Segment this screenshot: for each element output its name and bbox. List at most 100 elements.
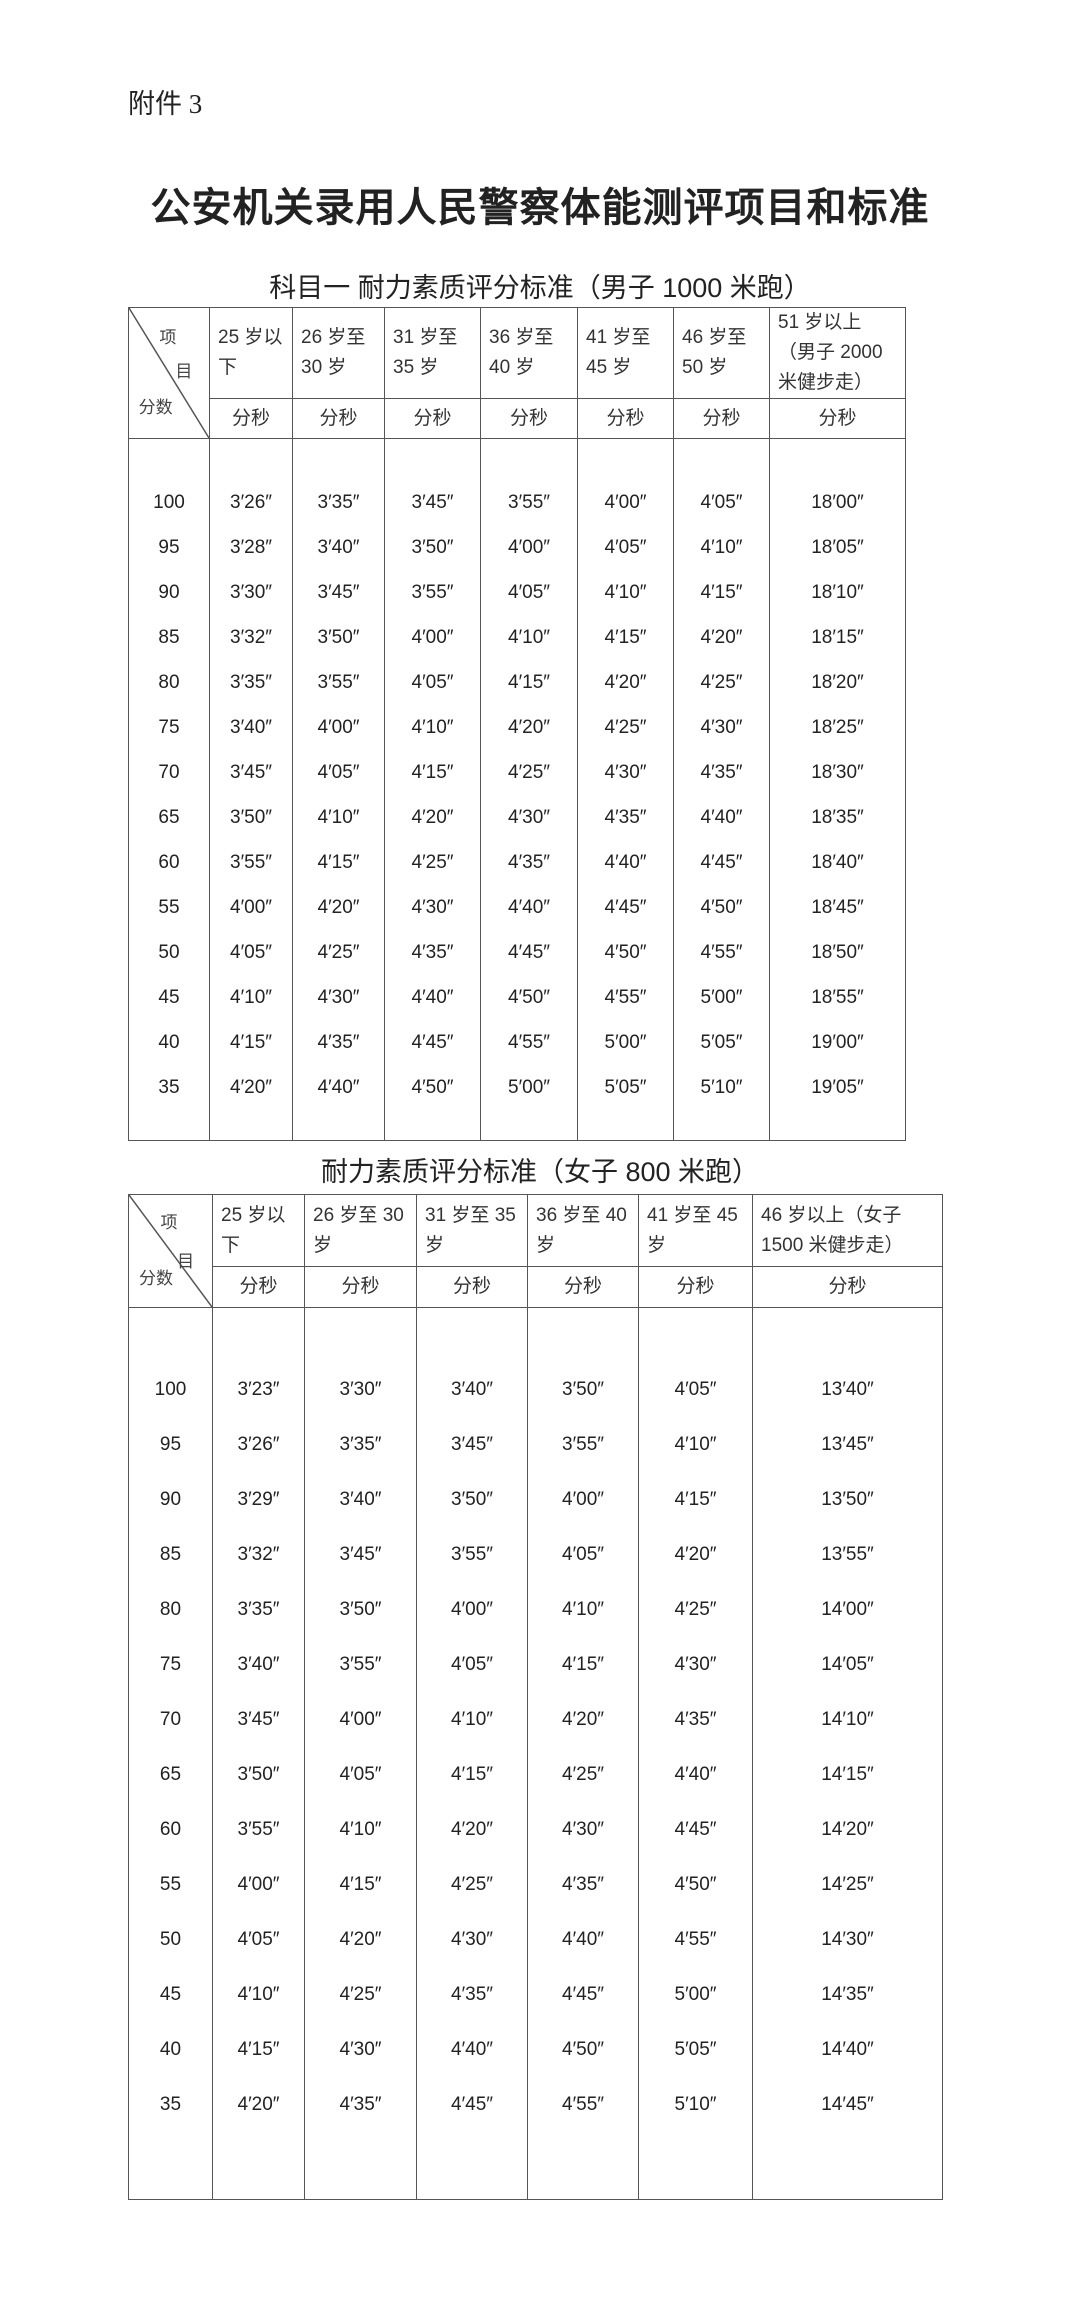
- time-cell: 3′30″: [209, 570, 293, 616]
- time-cell: 4′10″: [673, 525, 770, 571]
- time-cell: 4′25″: [638, 1582, 753, 1638]
- time-cell: 4′30″: [480, 795, 578, 841]
- score-cell: 95: [128, 1417, 213, 1473]
- time-cell: 4′20″: [416, 1802, 528, 1858]
- time-cell: 14′00″: [752, 1582, 943, 1638]
- table-title-male: 科目一 耐力素质评分标准（男子 1000 米跑）: [269, 273, 811, 303]
- time-cell: 5′10″: [638, 2077, 753, 2133]
- attachment-label: 附件 3: [128, 89, 203, 119]
- unit-header: 分秒: [304, 1266, 417, 1308]
- time-cell: 4′45″: [416, 2077, 528, 2133]
- spacer-cell: [304, 1307, 417, 1363]
- time-cell: 3′45″: [384, 480, 481, 526]
- score-cell: 75: [128, 705, 210, 751]
- time-cell: 4′05″: [638, 1362, 753, 1418]
- time-cell: 3′26″: [212, 1417, 305, 1473]
- time-cell: 4′10″: [416, 1692, 528, 1748]
- score-cell: 50: [128, 930, 210, 976]
- score-cell: 95: [128, 525, 210, 571]
- time-cell: 3′29″: [212, 1472, 305, 1528]
- time-cell: 4′00″: [480, 525, 578, 571]
- time-cell: 4′05″: [577, 525, 674, 571]
- time-cell: 4′30″: [673, 705, 770, 751]
- time-cell: 4′10″: [638, 1417, 753, 1473]
- time-cell: 4′30″: [527, 1802, 639, 1858]
- time-cell: 4′40″: [673, 795, 770, 841]
- time-cell: 3′40″: [212, 1637, 305, 1693]
- table-row: 100 3′23″ 3′30″ 3′40″ 3′50″ 4′05″ 13′40″: [128, 1362, 943, 1418]
- time-cell: 4′45″: [384, 1020, 481, 1066]
- spacer-cell: [638, 2132, 753, 2200]
- time-cell: 4′55″: [673, 930, 770, 976]
- time-cell: 3′55″: [209, 840, 293, 886]
- time-cell: 4′35″: [480, 840, 578, 886]
- score-cell: 65: [128, 795, 210, 841]
- time-cell: 14′45″: [752, 2077, 943, 2133]
- time-cell: 4′40″: [292, 1065, 385, 1111]
- time-cell: 4′00″: [527, 1472, 639, 1528]
- time-cell: 4′40″: [416, 2022, 528, 2078]
- column-header: 25 岁以下: [209, 307, 293, 399]
- table-title-female: 耐力素质评分标准（女子 800 米跑）: [320, 1157, 760, 1187]
- time-cell: 4′15″: [304, 1857, 417, 1913]
- score-cell: 85: [128, 615, 210, 661]
- time-cell: 13′55″: [752, 1527, 943, 1583]
- spacer-cell: [527, 1307, 639, 1363]
- time-cell: 14′35″: [752, 1967, 943, 2023]
- spacer-cell: [384, 1110, 481, 1141]
- unit-header: 分秒: [638, 1266, 753, 1308]
- column-header: 36 岁至 40 岁: [527, 1194, 639, 1267]
- spacer-cell: [527, 2132, 639, 2200]
- score-cell: 70: [128, 750, 210, 796]
- table-row: 85 3′32″ 3′50″ 4′00″ 4′10″ 4′15″ 4′20″ 18′15″: [128, 615, 906, 661]
- time-cell: 3′40″: [416, 1362, 528, 1418]
- time-cell: 4′00″: [384, 615, 481, 661]
- column-header: 26 岁至 30 岁: [304, 1194, 417, 1267]
- time-cell: 4′15″: [209, 1020, 293, 1066]
- time-cell: 14′20″: [752, 1802, 943, 1858]
- time-cell: 3′26″: [209, 480, 293, 526]
- score-cell: 45: [128, 975, 210, 1021]
- time-cell: 4′05″: [212, 1912, 305, 1968]
- time-cell: 4′00″: [577, 480, 674, 526]
- time-cell: 14′30″: [752, 1912, 943, 1968]
- time-cell: 14′10″: [752, 1692, 943, 1748]
- time-cell: 4′15″: [292, 840, 385, 886]
- unit-header: 分秒: [577, 398, 674, 439]
- corner-item-label: 目: [177, 1252, 195, 1272]
- score-cell: 90: [128, 1472, 213, 1528]
- time-cell: 4′35″: [673, 750, 770, 796]
- time-cell: 3′50″: [212, 1747, 305, 1803]
- time-cell: 4′00″: [212, 1857, 305, 1913]
- time-cell: 4′25″: [673, 660, 770, 706]
- score-cell: 75: [128, 1637, 213, 1693]
- time-cell: 4′30″: [292, 975, 385, 1021]
- time-cell: 4′05″: [673, 480, 770, 526]
- score-cell: 55: [128, 885, 210, 931]
- time-cell: 3′50″: [527, 1362, 639, 1418]
- time-cell: 18′55″: [769, 975, 906, 1021]
- time-cell: 4′15″: [212, 2022, 305, 2078]
- time-cell: 4′40″: [384, 975, 481, 1021]
- table-row: 70 3′45″ 4′00″ 4′10″ 4′20″ 4′35″ 14′10″: [128, 1692, 943, 1748]
- time-cell: 4′05″: [416, 1637, 528, 1693]
- score-cell: 85: [128, 1527, 213, 1583]
- time-cell: 4′10″: [212, 1967, 305, 2023]
- score-cell: 60: [128, 1802, 213, 1858]
- time-cell: 4′15″: [577, 615, 674, 661]
- spacer-cell: [752, 1307, 943, 1363]
- time-cell: 5′05″: [638, 2022, 753, 2078]
- column-header: 31 岁至 35 岁: [384, 307, 481, 399]
- spacer-cell: [212, 1307, 305, 1363]
- time-cell: 4′05″: [480, 570, 578, 616]
- time-cell: 5′00″: [673, 975, 770, 1021]
- time-cell: 4′10″: [292, 795, 385, 841]
- time-cell: 4′35″: [577, 795, 674, 841]
- time-cell: 4′55″: [577, 975, 674, 1021]
- column-header: 41 岁至 45 岁: [638, 1194, 753, 1267]
- time-cell: 4′40″: [527, 1912, 639, 1968]
- time-cell: 19′05″: [769, 1065, 906, 1111]
- spacer-cell: [752, 2132, 943, 2200]
- table-row: 80 3′35″ 3′55″ 4′05″ 4′15″ 4′20″ 4′25″ 18′20″: [128, 660, 906, 706]
- table-row: 60 3′55″ 4′10″ 4′20″ 4′30″ 4′45″ 14′20″: [128, 1802, 943, 1858]
